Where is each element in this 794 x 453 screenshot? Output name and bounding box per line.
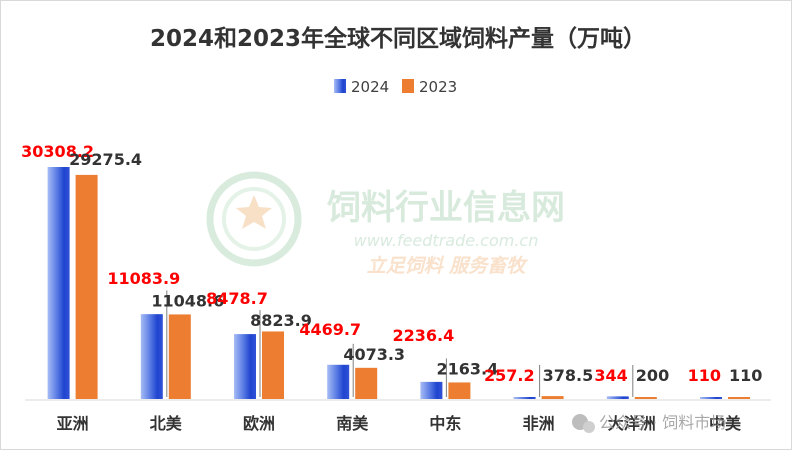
- legend-label-2023: 2023: [419, 78, 457, 96]
- category-label-7: 中美: [709, 414, 742, 433]
- data-label-2023-3: 4073.3: [343, 345, 405, 364]
- bar-2023-5: [541, 396, 564, 399]
- legend-label-2024: 2024: [351, 78, 389, 96]
- legend: 2024 2023: [334, 78, 457, 96]
- bar-2024-0: [47, 167, 70, 399]
- wechat-credit-text: 公众号 · 饲料市场: [599, 413, 726, 432]
- data-label-2023-5: 378.5: [543, 366, 594, 385]
- category-label-2: 欧洲: [243, 414, 275, 433]
- data-label-2024-2: 8478.7: [206, 289, 268, 308]
- data-label-2024-6: 344: [594, 366, 627, 385]
- bar-2023-4: [448, 382, 471, 399]
- watermark-logo-icon: [206, 171, 302, 267]
- watermark-logo-ring: [222, 187, 286, 251]
- data-label-2024-3: 4469.7: [299, 320, 361, 339]
- watermark-url: www.feedtrade.com.cn: [354, 231, 539, 250]
- data-label-2023-1: 11048.6: [151, 291, 224, 310]
- category-label-1: 北美: [150, 414, 183, 433]
- bar-2023-6: [634, 397, 657, 399]
- data-label-2023-7: 110: [729, 366, 762, 385]
- data-label-2023-0: 29275.4: [69, 150, 142, 169]
- bar-2023-0: [75, 174, 98, 399]
- bar-2024-2: [234, 334, 256, 399]
- wheat-star-icon: [236, 195, 272, 229]
- data-label-2024-7: 110: [688, 366, 721, 385]
- data-label-2023-4: 2163.4: [437, 359, 499, 378]
- data-label-2023-2: 8823.9: [250, 311, 312, 330]
- wechat-icon-bubble: [583, 421, 595, 433]
- legend-swatch-2023: [402, 79, 414, 93]
- legend-swatch-2024: [334, 79, 346, 93]
- category-label-6: 大洋洲: [608, 414, 656, 433]
- watermark-slogan: 立足饲料 服务畜牧: [367, 255, 529, 277]
- data-label-2024-4: 2236.4: [393, 326, 455, 345]
- bars-group: [47, 167, 750, 399]
- bar-2024-5: [513, 397, 536, 399]
- bar-2024-4: [420, 381, 443, 399]
- bar-2023-3: [355, 367, 378, 399]
- bar-2023-2: [262, 331, 284, 399]
- chart-title: 2024和2023年全球不同区域饲料产量（万吨）: [150, 25, 646, 52]
- watermark-name: 饲料行业信息网: [327, 188, 565, 228]
- category-label-3: 南美: [336, 414, 369, 433]
- data-label-2023-6: 200: [636, 366, 669, 385]
- data-label-2024-1: 11083.9: [107, 269, 180, 288]
- bar-2024-7: [700, 397, 722, 399]
- wechat-credit: 公众号 · 饲料市场: [572, 413, 726, 433]
- bar-2023-1: [168, 314, 191, 399]
- data-label-2024-0: 30308.2: [21, 142, 94, 161]
- data-label-2024-5: 257.2: [484, 366, 535, 385]
- bar-2024-6: [606, 396, 629, 399]
- bar-2024-1: [140, 314, 163, 399]
- category-label-4: 中东: [429, 414, 461, 433]
- bar-2024-3: [327, 364, 350, 399]
- category-labels-group: 亚洲 北美 欧洲 南美 中东 非洲 大洋洲 中美: [57, 414, 742, 433]
- category-label-5: 非洲: [523, 414, 555, 433]
- category-label-0: 亚洲: [57, 414, 89, 433]
- bar-2023-7: [728, 397, 750, 399]
- watermark: 饲料行业信息网 www.feedtrade.com.cn 立足饲料 服务畜牧: [206, 171, 565, 277]
